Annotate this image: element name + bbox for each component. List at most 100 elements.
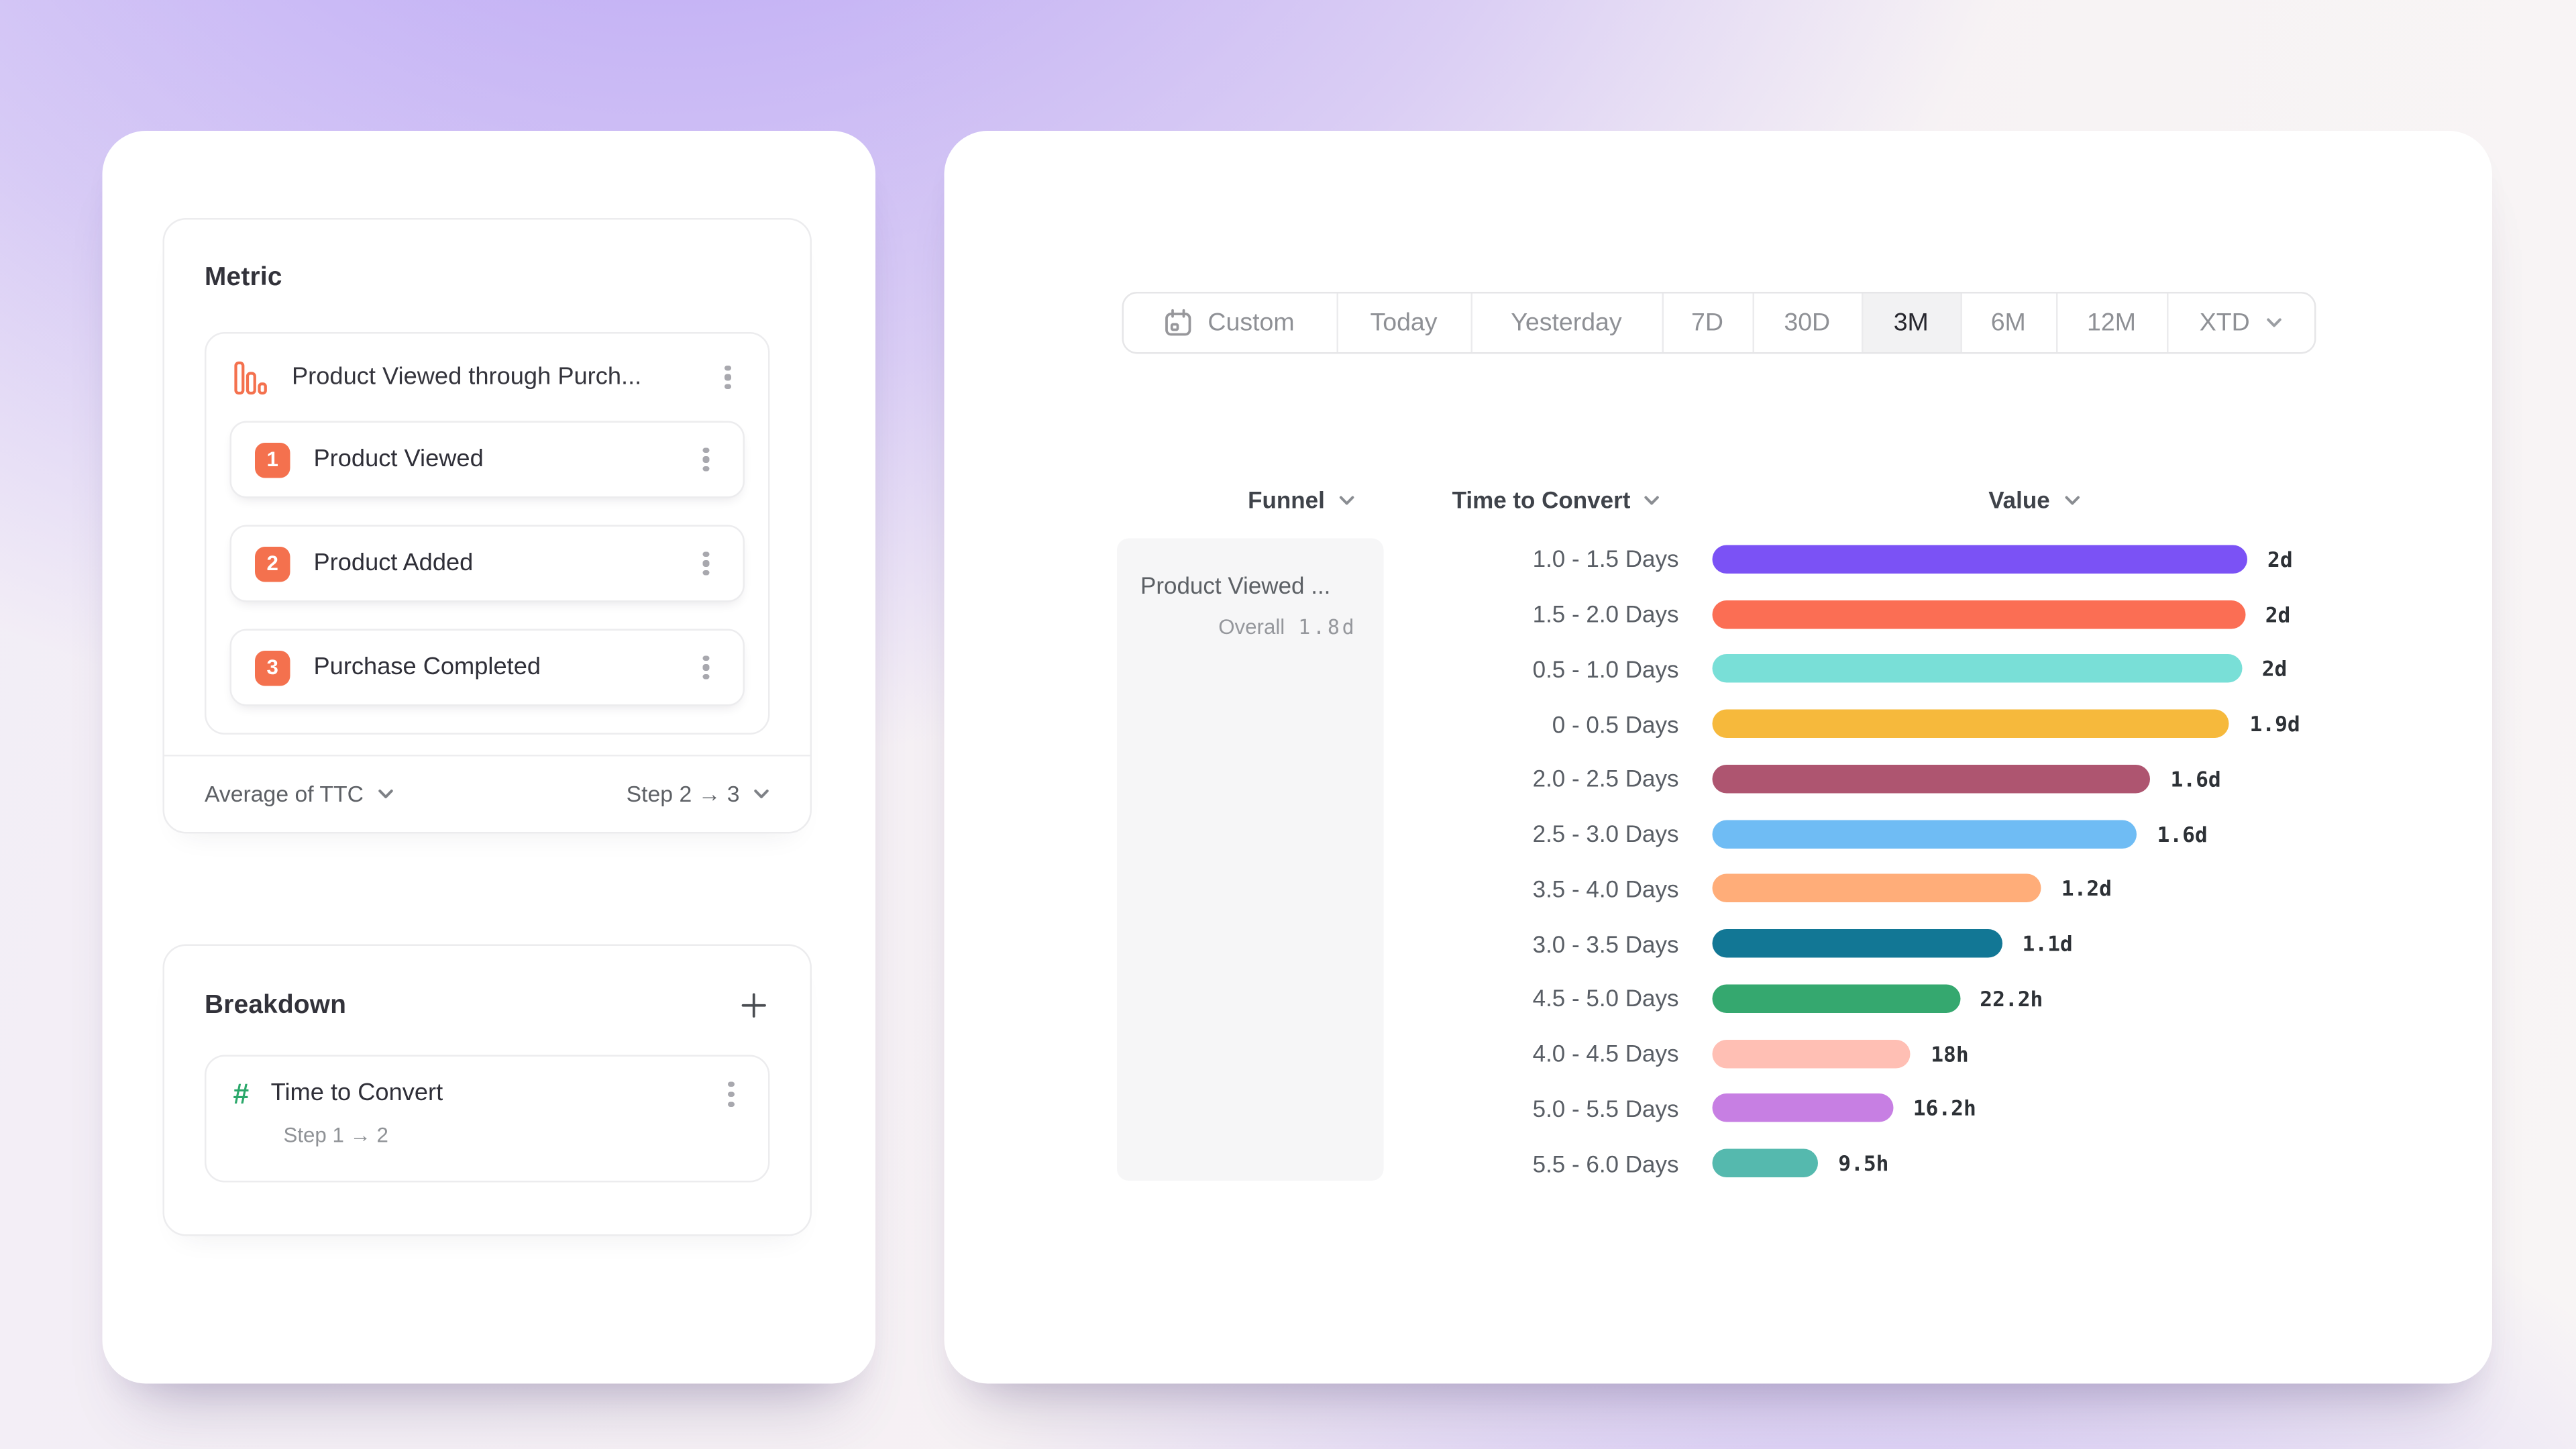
date-range-yesterday[interactable]: Yesterday [1472, 293, 1663, 352]
value-label: 9.5h [1838, 1150, 1889, 1176]
chart-row: 2.0 - 2.5 Days 1.6d [1414, 751, 2300, 806]
value-bar[interactable] [1712, 1039, 1911, 1068]
bucket-label: 1.0 - 1.5 Days [1532, 545, 1679, 573]
value-bar[interactable] [1712, 984, 1960, 1013]
value-bar[interactable] [1712, 929, 2002, 958]
bucket-label: 1.5 - 2.0 Days [1532, 600, 1679, 628]
date-range-custom[interactable]: Custom [1123, 293, 1338, 352]
overall-label: Overall [1218, 615, 1285, 639]
value-bar[interactable] [1712, 600, 2245, 629]
date-range-7d[interactable]: 7D [1663, 293, 1754, 352]
bucket-label: 4.5 - 5.0 Days [1532, 985, 1679, 1012]
funnel-step-2[interactable]: 2 Product Added [229, 525, 745, 602]
metric-card: Metric Product Viewed through Purch... 1… [162, 218, 812, 834]
chevron-down-icon [754, 790, 769, 798]
step-kebab-icon[interactable] [693, 444, 720, 476]
step-kebab-icon[interactable] [693, 652, 720, 684]
report-panel: Custom Today Yesterday 7D 30D 3M 6M 12M XTD Funn… [944, 131, 2492, 1384]
date-range-3m[interactable]: 3M [1862, 293, 1962, 352]
funnel-metric-header[interactable]: Product Viewed through Purch... [207, 334, 769, 421]
date-range-label: 12M [2087, 309, 2136, 337]
bucket-label: 3.5 - 4.0 Days [1532, 875, 1679, 902]
value-bar[interactable] [1712, 764, 2151, 794]
value-label: 1.6d [2157, 821, 2208, 847]
metric-section-title: Metric [205, 263, 282, 292]
chart-row: 0 - 0.5 Days 1.9d [1414, 696, 2300, 751]
chart-row: 5.0 - 5.5 Days 16.2h [1414, 1081, 2300, 1136]
bucket-label: 2.0 - 2.5 Days [1532, 765, 1679, 792]
date-range-12m[interactable]: 12M [2057, 293, 2168, 352]
aggregation-dropdown[interactable]: Average of TTC [205, 782, 394, 807]
step-label: Purchase Completed [313, 654, 541, 681]
bucket-label: 0 - 0.5 Days [1552, 710, 1679, 738]
time-to-convert-bar-chart: 1.0 - 1.5 Days 2d 1.5 - 2.0 Days 2d 0.5 - 1.… [1414, 532, 2300, 1191]
step-range-label: Step 2 → 3 [626, 782, 740, 807]
step-number-badge: 1 [255, 441, 290, 478]
date-range-label: 30D [1784, 309, 1831, 337]
breakdown-card: Breakdown # Time to Convert Step 1 → 2 [162, 944, 812, 1236]
funnel-metric-group: Product Viewed through Purch... 1 Product… [205, 332, 770, 735]
column-header-value[interactable]: Value [1988, 486, 2080, 513]
chevron-down-icon [2064, 495, 2079, 504]
date-range-xtd[interactable]: XTD [2167, 294, 2314, 353]
funnel-cell-name: Product Viewed ... [1140, 572, 1331, 599]
value-label: 1.9d [2249, 711, 2300, 737]
value-label: 1.1d [2022, 930, 2073, 957]
add-breakdown-button[interactable] [738, 989, 770, 1022]
date-range-today[interactable]: Today [1338, 293, 1472, 352]
date-range-label: Today [1370, 309, 1438, 337]
bucket-label: 3.0 - 3.5 Days [1532, 930, 1679, 957]
breakdown-kebab-icon[interactable] [718, 1079, 745, 1110]
chart-row: 3.5 - 4.0 Days 1.2d [1414, 861, 2300, 916]
chevron-down-icon [2266, 318, 2281, 327]
funnel-step-1[interactable]: 1 Product Viewed [229, 421, 745, 498]
date-range-label: 7D [1691, 309, 1723, 337]
value-label: 1.6d [2170, 766, 2221, 792]
chevron-down-icon [1645, 495, 1660, 504]
chevron-down-icon [378, 790, 393, 798]
step-kebab-icon[interactable] [693, 548, 720, 580]
chart-row: 0.5 - 1.0 Days 2d [1414, 641, 2300, 696]
date-range-30d[interactable]: 30D [1754, 293, 1863, 352]
value-bar[interactable] [1712, 654, 2242, 684]
date-range-label: Custom [1208, 309, 1295, 337]
date-range-control: Custom Today Yesterday 7D 30D 3M 6M 12M XTD [1121, 292, 2316, 354]
date-range-6m[interactable]: 6M [1962, 293, 2057, 352]
breakdown-item[interactable]: # Time to Convert Step 1 → 2 [205, 1055, 770, 1183]
step-label: Product Added [313, 550, 474, 577]
breakdown-section-title: Breakdown [205, 990, 347, 1019]
value-bar[interactable] [1712, 819, 2137, 849]
date-range-label: 3M [1893, 309, 1929, 337]
step-range-dropdown[interactable]: Step 2 → 3 [627, 782, 770, 807]
query-builder-panel: Metric Product Viewed through Purch... 1… [102, 131, 875, 1384]
value-bar[interactable] [1712, 874, 2041, 903]
date-range-label: 6M [1990, 309, 2026, 337]
value-label: 16.2h [1913, 1095, 1976, 1121]
column-header-time-to-convert[interactable]: Time to Convert [1452, 486, 1661, 513]
step-label: Product Viewed [313, 446, 484, 473]
number-property-icon: # [233, 1078, 250, 1110]
value-label: 2d [2267, 546, 2293, 572]
chart-row: 2.5 - 3.0 Days 1.6d [1414, 806, 2300, 861]
value-bar[interactable] [1712, 1148, 1819, 1178]
value-bar[interactable] [1712, 1093, 1893, 1123]
value-bar[interactable] [1712, 709, 2230, 739]
value-label: 22.2h [1980, 985, 2043, 1012]
chart-row: 4.5 - 5.0 Days 22.2h [1414, 971, 2300, 1026]
funnel-metric-name: Product Viewed through Purch... [292, 364, 642, 391]
funnel-step-3[interactable]: 3 Purchase Completed [229, 629, 745, 706]
chevron-down-icon [1339, 495, 1354, 504]
funnel-chart-icon [234, 360, 267, 394]
metric-footer: Average of TTC Step 2 → 3 [164, 755, 810, 832]
value-label: 18h [1931, 1040, 1969, 1067]
calendar-icon [1165, 309, 1191, 336]
column-header-funnel[interactable]: Funnel [1248, 486, 1355, 513]
value-bar[interactable] [1712, 545, 2247, 574]
bucket-label: 4.0 - 4.5 Days [1532, 1040, 1679, 1067]
aggregation-label: Average of TTC [205, 782, 364, 807]
chart-row: 4.0 - 4.5 Days 18h [1414, 1026, 2300, 1081]
column-header-label: Funnel [1248, 486, 1325, 513]
funnel-cell: Product Viewed ... Overall 1.8d [1117, 538, 1384, 1181]
chart-row: 1.5 - 2.0 Days 2d [1414, 586, 2300, 641]
funnel-metric-kebab-icon[interactable] [714, 362, 741, 393]
